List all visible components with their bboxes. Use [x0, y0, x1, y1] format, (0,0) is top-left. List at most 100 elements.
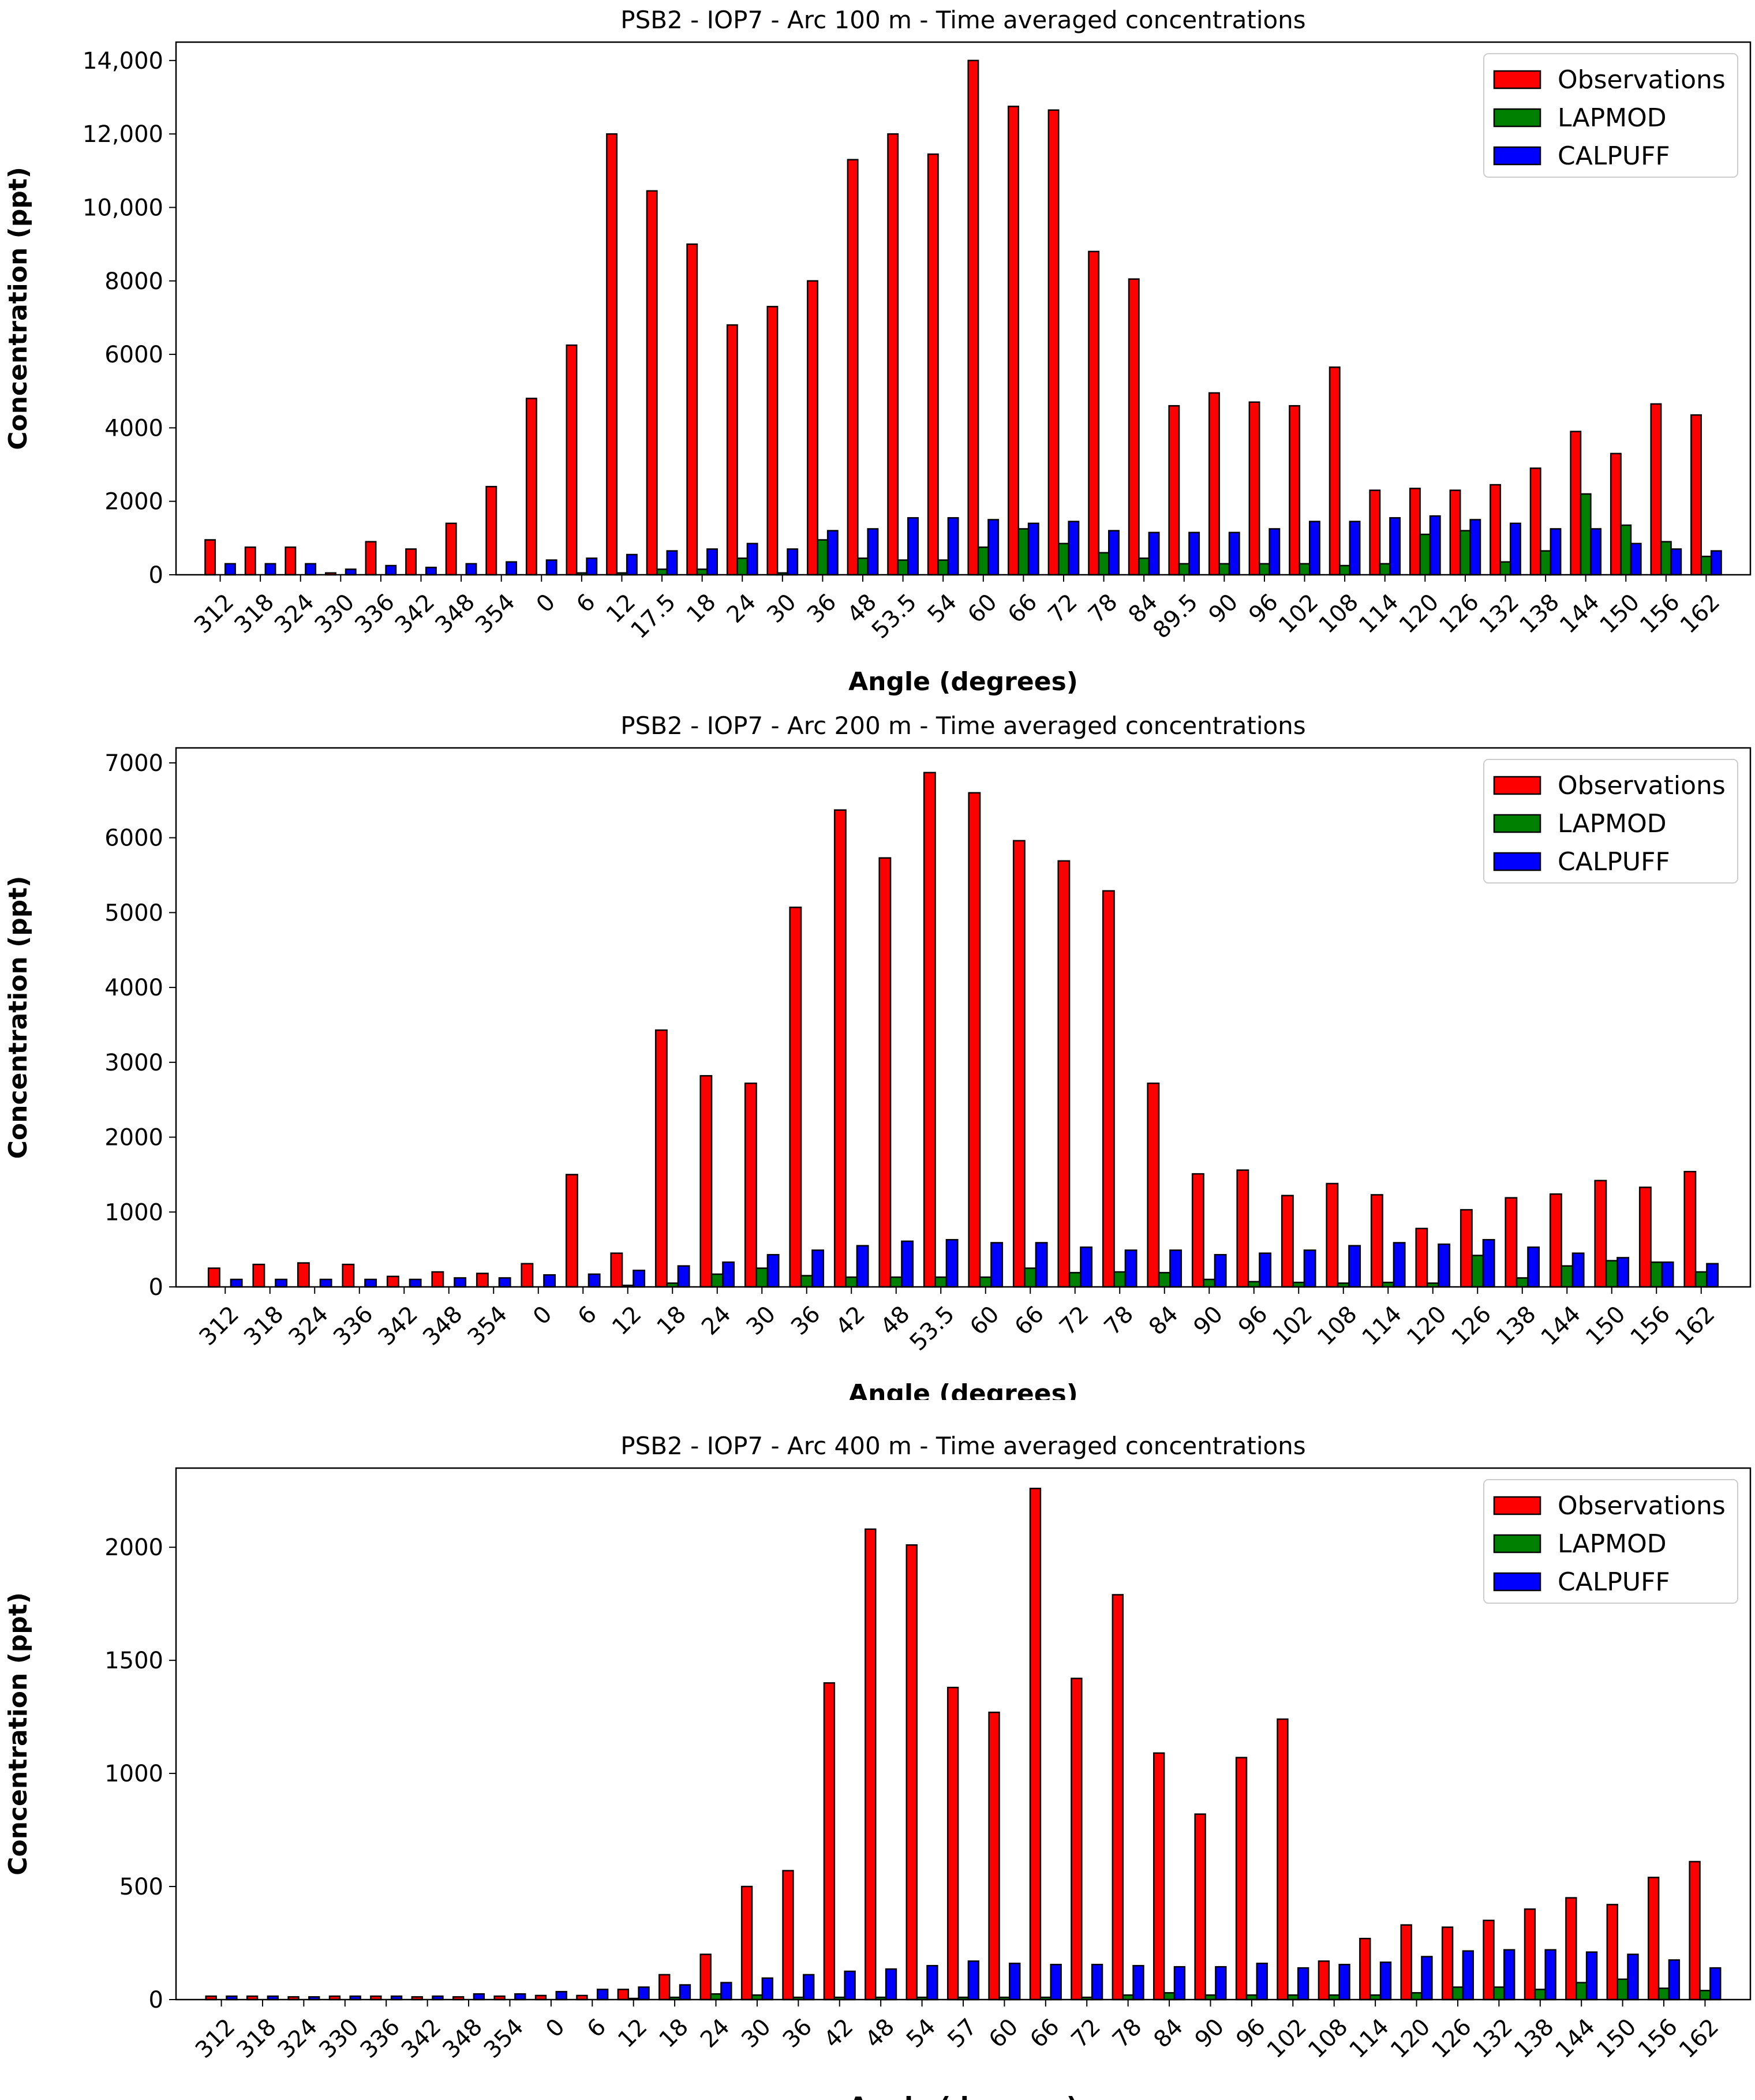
x-tick-label: 114: [1357, 1301, 1408, 1351]
bar-observations-342: [405, 548, 417, 576]
bar-observations-324: [297, 1262, 310, 1288]
bar-calpuff-102: [1303, 1249, 1316, 1288]
bar-calpuff-132: [1503, 1949, 1515, 2001]
bar-observations-24: [726, 324, 738, 576]
x-tick-label: 30: [762, 589, 802, 628]
x-tick-label: 102: [1262, 2013, 1312, 2064]
x-tick-label: 354: [463, 1301, 513, 1351]
y-tick-label: 0: [149, 1274, 163, 1301]
x-tick-label: 72: [1067, 2013, 1106, 2053]
bar-lapmod-108: [1339, 564, 1351, 576]
chart-arc-200m: PSB2 - IOP7 - Arc 200 m - Time averaged …: [3, 712, 1752, 1400]
bar-observations-53.5: [923, 772, 936, 1288]
x-tick-label: 108: [1314, 589, 1364, 639]
bar-calpuff-54: [947, 517, 959, 576]
legend-box: [1483, 759, 1738, 884]
bar-calpuff-0: [555, 1991, 567, 2001]
bar-lapmod-90: [1203, 1278, 1216, 1288]
bar-observations-342: [386, 1275, 399, 1288]
x-tick-label: 0: [541, 2013, 570, 2043]
bar-lapmod-54: [937, 559, 949, 576]
bar-observations-36: [782, 1870, 794, 2001]
bar-calpuff-78: [1108, 530, 1120, 576]
bar-observations-53.5: [887, 133, 899, 576]
bar-calpuff-30: [761, 1977, 773, 2001]
y-tick-label: 7000: [104, 750, 163, 777]
x-tick-label: 324: [273, 2013, 323, 2064]
bar-calpuff-114: [1389, 517, 1401, 576]
bar-observations-78: [1112, 1594, 1124, 2001]
bar-observations-162: [1690, 414, 1702, 576]
bar-lapmod-96: [1247, 1281, 1260, 1288]
bar-calpuff-0: [543, 1274, 556, 1288]
bar-calpuff-120: [1421, 1956, 1433, 2001]
bar-observations-72: [1071, 1678, 1083, 2001]
y-tick-label: 500: [119, 1874, 163, 1900]
bar-lapmod-84: [1163, 1992, 1176, 2001]
bar-observations-144: [1549, 1193, 1562, 1288]
bar-lapmod-90: [1218, 563, 1230, 576]
x-tick-label: 53.5: [867, 589, 922, 644]
y-tick-label: 2000: [104, 1125, 163, 1151]
legend-label-lapmod: LAPMOD: [1558, 809, 1667, 838]
bar-calpuff-162: [1706, 1263, 1719, 1288]
bar-observations-120: [1400, 1924, 1412, 2001]
bar-calpuff-72: [1091, 1964, 1103, 2001]
x-tick-label: 24: [697, 1301, 736, 1341]
bar-observations-150: [1606, 1904, 1618, 2001]
bar-calpuff-126: [1469, 519, 1481, 576]
bar-observations-12: [610, 1252, 623, 1288]
bar-calpuff-156: [1668, 1959, 1681, 2001]
bar-lapmod-138: [1534, 1989, 1546, 2001]
y-tick-label: 2000: [104, 1534, 163, 1561]
bar-calpuff-156: [1661, 1261, 1674, 1288]
x-tick-label: 144: [1555, 589, 1605, 639]
x-tick-label: 66: [1010, 1301, 1050, 1341]
bar-calpuff-342: [425, 567, 437, 576]
legend-swatch-lapmod: [1493, 108, 1541, 128]
bar-observations-354: [485, 485, 497, 576]
x-tick-label: 0: [532, 589, 561, 618]
bar-lapmod-17.5: [656, 568, 668, 576]
legend-label-calpuff: CALPUFF: [1558, 141, 1670, 171]
bar-calpuff-36: [811, 1249, 825, 1288]
bar-calpuff-312: [230, 1278, 243, 1288]
bar-calpuff-318: [275, 1278, 288, 1288]
bar-calpuff-24: [720, 1982, 732, 2001]
bar-calpuff-18: [679, 1984, 691, 2001]
bar-calpuff-144: [1590, 528, 1602, 576]
bar-calpuff-354: [506, 561, 518, 576]
x-tick-label: 12: [607, 1301, 647, 1341]
chart-arc-400m: PSB2 - IOP7 - Arc 400 m - Time averaged …: [3, 1432, 1752, 2100]
y-tick-label: 2000: [104, 489, 163, 515]
x-tick-label: 330: [314, 2013, 364, 2064]
legend-swatch-observations: [1493, 70, 1541, 89]
chart-panel-arc-400m: PSB2 - IOP7 - Arc 400 m - Time averaged …: [0, 1400, 1755, 2100]
bar-lapmod-66: [1024, 1267, 1037, 1288]
bar-calpuff-108: [1348, 1245, 1361, 1288]
x-tick-label: 66: [1003, 589, 1043, 628]
bar-calpuff-72: [1080, 1246, 1093, 1288]
bar-observations-42: [833, 809, 847, 1288]
bar-observations-66: [1029, 1488, 1042, 2001]
bar-lapmod-150: [1620, 524, 1632, 576]
y-tick-label: 10,000: [83, 194, 163, 221]
bar-observations-0: [525, 398, 537, 576]
y-tick-label: 14,000: [83, 48, 163, 74]
bar-calpuff-84: [1173, 1966, 1186, 2001]
bar-calpuff-318: [264, 563, 276, 576]
bar-observations-132: [1490, 484, 1502, 576]
x-tick-label: 150: [1581, 1301, 1631, 1351]
x-tick-label: 42: [831, 1301, 871, 1341]
legend-label-observations: Observations: [1558, 65, 1726, 95]
x-tick-label: 6: [582, 2013, 612, 2043]
bar-observations-90: [1191, 1173, 1204, 1288]
bar-calpuff-312: [224, 563, 236, 576]
bar-calpuff-336: [385, 564, 397, 576]
bar-calpuff-12: [633, 1270, 646, 1288]
bar-calpuff-324: [319, 1278, 332, 1288]
bar-observations-90: [1194, 1813, 1206, 2001]
x-tick-label: 132: [1475, 589, 1525, 639]
plot-frame: [175, 1467, 1752, 2001]
